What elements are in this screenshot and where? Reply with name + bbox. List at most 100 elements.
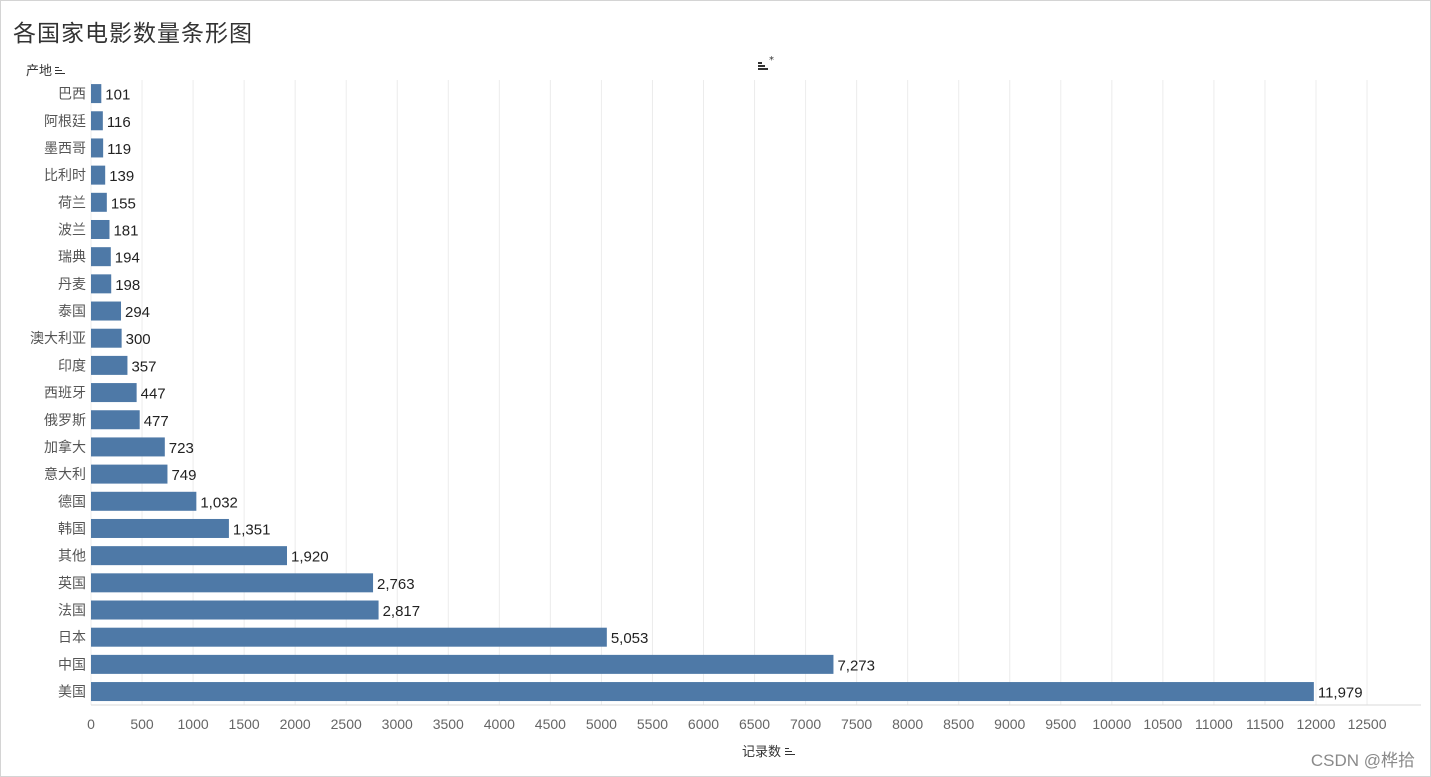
bar[interactable]: [91, 274, 112, 294]
value-label: 1,032: [200, 494, 238, 511]
category-label: 西班牙: [44, 385, 86, 401]
bar[interactable]: [91, 573, 374, 593]
category-label: 荷兰: [58, 194, 86, 210]
bar[interactable]: [91, 437, 165, 457]
bar[interactable]: [91, 682, 1314, 702]
value-label: 139: [109, 168, 134, 185]
value-label: 477: [144, 413, 169, 430]
x-tick-label: 8000: [892, 716, 923, 732]
category-label: 加拿大: [44, 439, 86, 455]
category-label: 泰国: [58, 303, 86, 319]
value-label: 181: [113, 222, 138, 239]
x-tick-label: 10000: [1092, 716, 1131, 732]
value-label: 5,053: [611, 630, 649, 647]
category-label: 波兰: [58, 221, 86, 237]
bar[interactable]: [91, 165, 106, 185]
value-label: 2,817: [383, 603, 421, 620]
x-tick-label: 4000: [484, 716, 515, 732]
bar[interactable]: [91, 410, 140, 430]
sort-descending-icon[interactable]: [55, 65, 66, 75]
x-axis-title-label: 记录数: [742, 745, 782, 760]
x-tick-label: 5500: [637, 716, 668, 732]
row-header-label: 产地: [26, 64, 53, 79]
value-label: 294: [125, 304, 150, 321]
bar[interactable]: [91, 138, 104, 158]
x-tick-label: 8500: [943, 716, 974, 732]
value-label: 119: [107, 141, 131, 158]
sort-descending-icon[interactable]: [785, 746, 796, 756]
sort-toggle-icon[interactable]: [758, 55, 774, 70]
bar[interactable]: [91, 328, 122, 348]
x-tick-label: 3000: [382, 716, 413, 732]
x-tick-label: 11500: [1246, 716, 1284, 732]
x-tick-label: 12500: [1348, 716, 1387, 732]
x-tick-label: 1000: [178, 716, 209, 732]
bar[interactable]: [91, 383, 137, 403]
x-tick-label: 3500: [433, 716, 464, 732]
value-label: 11,979: [1318, 685, 1363, 702]
value-label: 194: [115, 250, 140, 267]
bar[interactable]: [91, 192, 107, 212]
value-label: 723: [169, 440, 194, 457]
x-tick-label: 2000: [280, 716, 311, 732]
value-label: 749: [171, 467, 196, 484]
x-axis-title[interactable]: 记录数: [742, 741, 796, 760]
x-tick-label: 0: [87, 716, 95, 732]
bar[interactable]: [91, 546, 287, 566]
category-label: 丹麦: [58, 276, 86, 292]
category-label: 其他: [58, 548, 86, 564]
x-tick-label: 5000: [586, 716, 617, 732]
row-header[interactable]: 产地: [26, 60, 66, 79]
value-label: 198: [115, 277, 140, 294]
category-label: 澳大利亚: [30, 330, 86, 346]
category-label: 美国: [58, 684, 86, 700]
value-label: 447: [141, 386, 166, 403]
category-label: 阿根廷: [44, 113, 86, 129]
x-tick-label: 10500: [1143, 716, 1182, 732]
x-tick-label: 9000: [994, 716, 1025, 732]
page-title: 各国家电影数量条形图: [13, 21, 253, 47]
x-tick-label: 7000: [790, 716, 821, 732]
value-label: 300: [126, 331, 151, 348]
bar[interactable]: [91, 600, 379, 620]
x-tick-label: 500: [130, 716, 154, 732]
category-label: 比利时: [44, 167, 86, 183]
x-tick-label: 2500: [331, 716, 362, 732]
bar[interactable]: [91, 219, 110, 239]
value-label: 1,920: [291, 549, 329, 566]
category-label: 中国: [58, 656, 86, 672]
bar[interactable]: [91, 464, 168, 484]
bar[interactable]: [91, 84, 102, 104]
bar[interactable]: [91, 111, 103, 131]
category-label: 韩国: [58, 520, 86, 536]
bar[interactable]: [91, 518, 229, 538]
bar[interactable]: [91, 627, 607, 647]
value-label: 2,763: [377, 576, 415, 593]
value-label: 1,351: [233, 521, 271, 538]
category-label: 俄罗斯: [44, 412, 86, 428]
category-label: 德国: [58, 493, 86, 509]
bar[interactable]: [91, 491, 197, 511]
x-tick-label: 9500: [1045, 716, 1076, 732]
category-label: 印度: [58, 357, 86, 373]
value-label: 155: [111, 195, 136, 212]
value-label: 7,273: [837, 657, 875, 674]
x-tick-label: 7500: [841, 716, 872, 732]
bar[interactable]: [91, 355, 128, 375]
category-label: 意大利: [44, 466, 86, 482]
category-label: 法国: [58, 602, 86, 618]
bar[interactable]: [91, 247, 111, 267]
value-label: 357: [131, 358, 156, 375]
bar[interactable]: [91, 654, 834, 674]
category-label: 巴西: [58, 86, 86, 102]
x-tick-label: 12000: [1297, 716, 1336, 732]
bar[interactable]: [91, 301, 122, 321]
column-sort-control[interactable]: [758, 55, 774, 70]
x-tick-label: 1500: [229, 716, 260, 732]
x-tick-label: 6500: [739, 716, 770, 732]
value-label: 116: [107, 114, 131, 131]
watermark: CSDN @桦拾: [1310, 751, 1415, 770]
x-tick-label: 6000: [688, 716, 719, 732]
category-label: 墨西哥: [44, 140, 86, 156]
